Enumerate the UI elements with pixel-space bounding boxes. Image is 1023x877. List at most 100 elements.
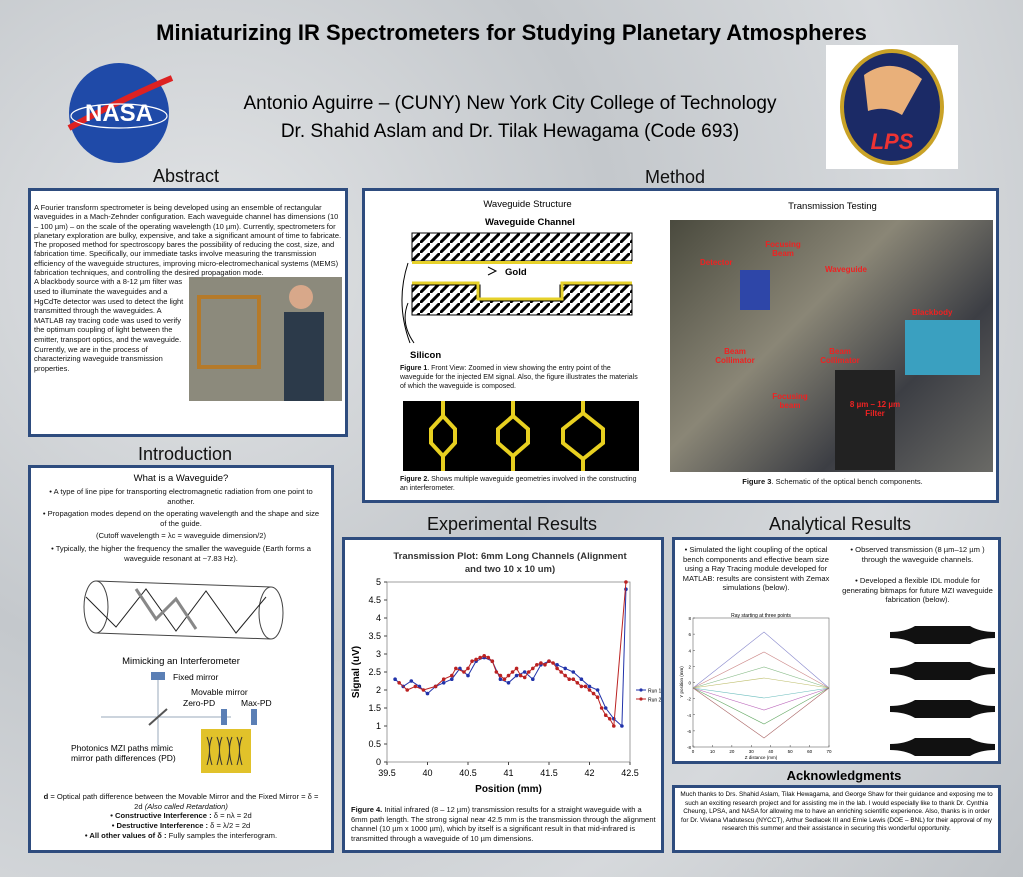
logo-text: LPS — [871, 129, 914, 154]
note: • All other values of δ : Fully samples … — [41, 831, 321, 841]
y-tick-label: 0.5 — [368, 739, 381, 749]
analytical-panel: • Simulated the light coupling of the op… — [672, 537, 1001, 764]
note-term: d — [43, 792, 49, 802]
x-tick-label: 41 — [503, 768, 513, 778]
point — [571, 677, 576, 681]
bullet: • Simulated the light coupling of the op… — [682, 545, 830, 593]
y-tick-label: -2 — [687, 697, 691, 702]
bullet: • Typically, the higher the frequency th… — [51, 543, 311, 563]
point — [526, 670, 531, 674]
author-line: Antonio Aguirre – (CUNY) New York City C… — [243, 93, 777, 114]
point — [539, 661, 543, 665]
note-text: = Optical path difference between the Mo… — [48, 792, 319, 811]
caption: Figure 3. Schematic of the optical bench… — [670, 477, 995, 487]
point — [624, 580, 628, 584]
point — [591, 691, 596, 696]
ray-plot: Ray starting at three points -8 -6 -4 -2 0 2 4 6… — [679, 613, 832, 760]
point — [603, 713, 608, 717]
point — [409, 679, 414, 683]
y-tick-label: 8 — [688, 616, 691, 621]
point — [470, 659, 474, 663]
x-tick-label: 39.5 — [378, 768, 396, 778]
legend-label: Run 2 — [648, 698, 661, 704]
x-tick-label: 10 — [710, 749, 716, 754]
point — [563, 673, 567, 678]
chart: 0 0.5 1 1.5 2 2.5 3 3.5 4 4.5 5 39.5 40 40.5 41 41.5 42 4… — [351, 577, 661, 795]
bullet: • Developed a flexible IDL module for ge… — [842, 576, 993, 605]
section-heading: Abstract — [152, 166, 220, 186]
photo-object — [905, 320, 980, 375]
y-tick-label: 1 — [376, 721, 381, 731]
subheading: Mimicking an Interferometer — [122, 656, 240, 668]
caption-label: Figure 1 — [400, 365, 428, 372]
point — [425, 691, 430, 696]
diagram-label: Max-PD — [241, 698, 272, 708]
diagram-label: Fixed mirror — [173, 672, 219, 682]
rays — [692, 631, 830, 739]
point — [502, 677, 507, 681]
point — [506, 673, 511, 678]
point — [498, 677, 503, 681]
point — [498, 673, 503, 678]
point — [599, 706, 604, 710]
point — [531, 677, 535, 681]
point — [551, 661, 555, 665]
x-tick-label: 42.5 — [621, 768, 639, 778]
caption-text: . Schematic of the optical bench compone… — [771, 477, 923, 486]
bullet: • Observed transmission (8 µm–12 µm ) th… — [850, 545, 985, 564]
point — [555, 663, 559, 667]
photo-label: 8 µm – 12 µm Filter — [849, 400, 901, 418]
section-heading: Experimental Results — [426, 514, 598, 534]
photo-label: Blackbody — [912, 308, 953, 317]
advisor-line: Dr. Shahid Aslam and Dr. Tilak Hewagama … — [280, 121, 740, 142]
point — [579, 684, 584, 689]
note-text: δ = nλ = 2d — [213, 811, 252, 821]
point — [441, 681, 446, 685]
point — [441, 677, 446, 681]
point — [397, 681, 401, 685]
y-tick-label: 4 — [376, 613, 381, 623]
point — [494, 670, 499, 674]
point — [433, 684, 438, 689]
note-text: δ = λ/2 = 2d — [210, 820, 251, 830]
point — [531, 666, 535, 671]
y-tick-label: 5 — [376, 577, 381, 587]
y-tick-label: 6 — [688, 632, 691, 637]
point — [571, 670, 576, 674]
chart-title: Transmission Plot: 6mm Long Channels (Al… — [393, 551, 627, 575]
photo-object — [835, 370, 895, 470]
point — [603, 706, 608, 710]
caption-text: Initial infrared (8 – 12 µm) transmissio… — [351, 805, 656, 843]
diagram-label: Movable mirror — [191, 687, 248, 697]
point — [514, 673, 519, 678]
photo-label: Waveguide — [825, 265, 867, 274]
point — [620, 724, 624, 728]
paragraph: A blackbody source with a 8-12 µm filter… — [34, 277, 184, 373]
note: • Constructive Interference : δ = nλ = 2… — [41, 811, 321, 821]
waveguide-geometries — [403, 401, 639, 471]
diagram-label: Waveguide Channel — [485, 217, 575, 228]
subheading: What is a Waveguide? — [133, 473, 229, 484]
diagram-label: Gold — [505, 267, 527, 278]
x-axis-label: Position (mm) — [475, 784, 542, 795]
waveguide-bitmaps — [890, 626, 995, 756]
waveguide-illustration — [83, 580, 284, 640]
section-heading: Introduction — [137, 444, 233, 464]
point — [535, 663, 539, 667]
figure-title: Waveguide Structure — [483, 199, 572, 210]
caption-label: Figure 2. — [400, 476, 430, 483]
x-tick-label: 40 — [422, 768, 432, 778]
y-axis-label: Signal (uV) — [351, 646, 362, 698]
figure-title: Transmission Testing — [788, 201, 877, 212]
x-tick-label: 41.5 — [540, 768, 558, 778]
y-tick-label: 0 — [688, 681, 691, 686]
x-tick-label: 50 — [788, 749, 794, 754]
authors: Antonio Aguirre – (CUNY) New York City C… — [150, 90, 870, 146]
bullet: • A type of line pipe for transporting e… — [49, 487, 313, 506]
point — [421, 688, 426, 692]
y-tick-label: 2 — [688, 664, 691, 669]
photo-label: Focusing Beam — [765, 240, 801, 258]
point — [612, 724, 616, 728]
abstract-panel: A Fourier transform spectrometer is bein… — [28, 188, 348, 437]
